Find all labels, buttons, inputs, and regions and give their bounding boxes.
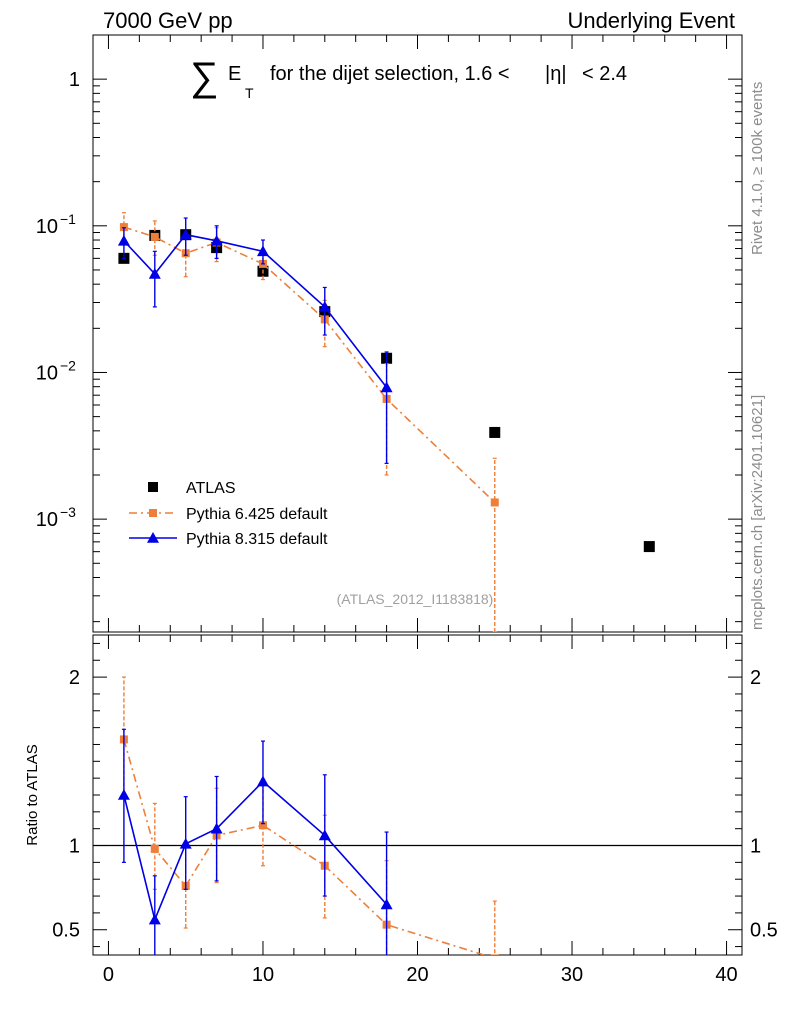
title-sub: T	[245, 85, 254, 101]
title-tail: < 2.4	[582, 63, 627, 85]
pythia8-point	[210, 234, 223, 246]
title-eta: |η|	[545, 63, 567, 85]
main-series-layer	[117, 212, 655, 632]
pythia8-ratio-point	[318, 829, 331, 841]
pythia8-ratio-point	[210, 822, 223, 834]
legend-marker-atlas	[148, 482, 158, 492]
y-tick-label: 10	[36, 216, 58, 238]
pythia8-point	[380, 381, 393, 393]
main-plot-area	[117, 212, 655, 632]
title-sum-symbol: ∑	[190, 55, 219, 99]
legend-marker-pythia8	[147, 532, 159, 543]
ratio-plot-area	[117, 676, 499, 955]
legend: ATLAS Pythia 6.425 default Pythia 8.315 de…	[129, 480, 328, 548]
pythia6-ratio-point	[490, 954, 499, 955]
pythia6-point	[490, 498, 499, 507]
pythia8-ratio-point	[179, 837, 192, 849]
header-right: Underlying Event	[567, 8, 735, 33]
legend-marker-pythia6	[149, 509, 157, 517]
analysis-watermark: (ATLAS_2012_I1183818)	[337, 591, 494, 607]
ratio-y-tick-label-right: 2	[750, 667, 761, 689]
pythia6-ratio-point	[150, 844, 159, 853]
rivet-label: Rivet 4.1.0, ≥ 100k events	[749, 82, 766, 255]
pythia8-point	[179, 228, 192, 240]
pythia8-line	[123, 233, 388, 388]
pythia8-point	[117, 234, 130, 246]
pythia8-ratio-point	[256, 775, 269, 787]
pythia8-ratio-point	[117, 789, 130, 800]
pythia8-ratio-point	[148, 913, 161, 925]
pythia6-ratio-point	[258, 821, 267, 830]
ratio-y-tick-label: 1	[69, 836, 80, 858]
atlas-point	[489, 426, 501, 438]
x-tick-label: 10	[252, 964, 274, 986]
pythia8-point	[148, 267, 161, 279]
pythia8-ratio-point	[380, 898, 393, 910]
pythia8-ratio-line	[123, 780, 388, 923]
pythia6-point	[119, 223, 128, 232]
legend-label: ATLAS	[186, 480, 236, 497]
ratio-panel-frame	[92, 634, 743, 956]
atlas-point	[643, 541, 655, 553]
pythia8-point	[318, 300, 331, 312]
y-tick-label: 10	[36, 362, 58, 384]
mcplots-label: mcplots.cern.ch [arXiv:2401.10621]	[749, 395, 766, 630]
pythia6-line	[123, 226, 496, 504]
x-tick-label: 40	[715, 964, 737, 986]
ratio-y-tick-label: 2	[69, 667, 80, 689]
header-left: 7000 GeV pp	[103, 8, 233, 33]
y-tick-exponent: −1	[60, 211, 76, 227]
pythia6-point	[150, 232, 159, 241]
legend-label: Pythia 6.425 default	[186, 506, 328, 523]
ratio-ylabel: Ratio to ATLAS	[24, 744, 41, 845]
y-tick-exponent: −3	[60, 504, 76, 520]
pythia6-ratio-line	[123, 739, 487, 955]
ratio-y-tick-label-right: 1	[750, 836, 761, 858]
x-tick-label: 30	[561, 964, 583, 986]
ratio-y-tick-label: 0.5	[52, 920, 80, 942]
y-tick-exponent: −2	[60, 357, 76, 373]
title-var: E	[228, 63, 241, 85]
y-tick-label: 1	[69, 69, 80, 91]
x-tick-label: 20	[406, 964, 428, 986]
y-tick-label: 10	[36, 509, 58, 531]
legend-label: Pythia 8.315 default	[186, 531, 328, 548]
pythia8-point	[256, 245, 269, 257]
title-rest: for the dijet selection, 1.6 <	[270, 63, 510, 85]
ratio-y-tick-label-right: 0.5	[750, 920, 778, 942]
ratio-series-layer	[117, 676, 499, 955]
plot-title: ∑ E T for the dijet selection, 1.6 < |η|…	[190, 55, 627, 101]
x-tick-label: 0	[103, 964, 114, 986]
